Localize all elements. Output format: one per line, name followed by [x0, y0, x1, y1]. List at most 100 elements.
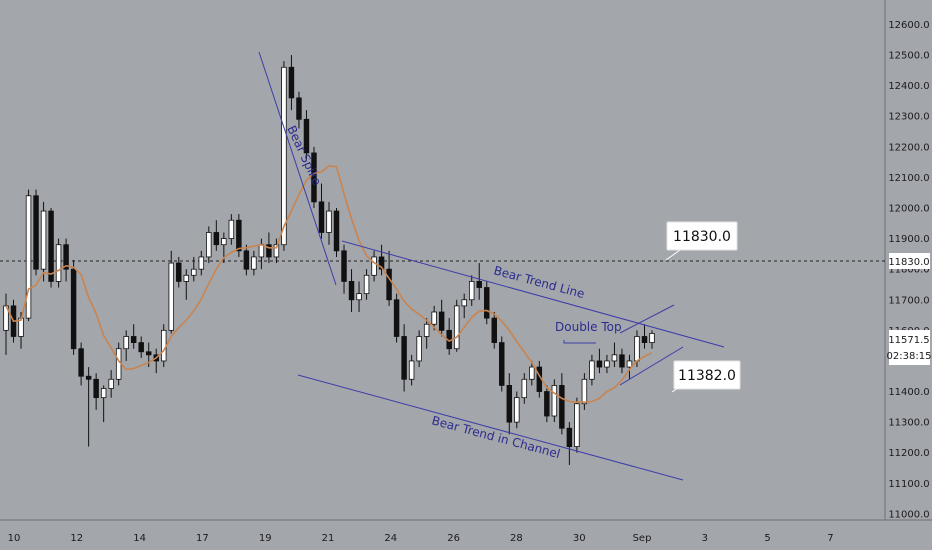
y-tick-label: 12300.0 — [888, 112, 929, 123]
x-tick-labels: 10 12 14 17 19 21 24 26 28 30 Sep 3 5 7 — [8, 533, 834, 544]
candle-body — [311, 152, 317, 203]
y-tick-label: 11700.0 — [888, 295, 929, 306]
bear-spike-line — [258, 51, 337, 286]
x-tick-label: 24 — [384, 533, 397, 544]
x-tick-label: 26 — [447, 533, 460, 544]
y-tick-label: 12000.0 — [888, 204, 929, 215]
candle-body — [499, 342, 505, 386]
channel-lower-line — [297, 374, 684, 481]
candle — [63, 238, 69, 282]
candle — [491, 312, 497, 349]
x-tick-label: 30 — [573, 533, 586, 544]
x-tick-label: 12 — [70, 533, 83, 544]
candle-body — [476, 281, 482, 288]
candle — [401, 324, 407, 392]
x-tick-label: 21 — [322, 533, 335, 544]
candle-body — [85, 375, 92, 380]
x-tick-label: 19 — [259, 533, 272, 544]
price-axis[interactable] — [885, 0, 932, 550]
candle — [514, 391, 520, 429]
candle — [438, 299, 445, 337]
candle-body — [416, 336, 422, 362]
last-price-label: 11571.5 — [888, 335, 929, 346]
y-tick-label: 12500.0 — [888, 51, 929, 62]
x-tick-label: 14 — [133, 533, 146, 544]
candle — [341, 244, 347, 294]
candle — [566, 422, 573, 465]
candle — [213, 220, 220, 251]
candle-body — [401, 336, 407, 380]
candle — [611, 342, 618, 368]
callout-box-1[interactable]: 11830.0 — [666, 221, 738, 251]
candle — [93, 373, 99, 410]
candle — [228, 214, 235, 245]
candle — [3, 293, 9, 355]
candle-body — [634, 336, 640, 362]
candle-body — [183, 274, 190, 282]
candle-body — [604, 360, 610, 368]
candle — [499, 336, 505, 392]
plot-area — [0, 0, 885, 520]
candle-body — [611, 354, 618, 362]
candle-body — [453, 305, 460, 350]
x-tick-label: 17 — [196, 533, 209, 544]
candle-body — [123, 336, 129, 350]
candle — [281, 61, 287, 251]
candle — [574, 397, 580, 453]
candle-body — [48, 210, 54, 282]
x-tick-label: Sep — [633, 533, 652, 544]
candle-body — [78, 348, 84, 377]
candle-body — [468, 281, 475, 301]
candle-body — [281, 66, 287, 246]
candle-body — [176, 262, 182, 282]
candle — [191, 256, 197, 282]
candle — [416, 330, 422, 368]
candle-body — [221, 238, 227, 246]
candle — [604, 354, 610, 374]
candle-body — [40, 210, 47, 270]
candle-body — [649, 333, 655, 343]
candle — [596, 348, 603, 374]
candle — [521, 373, 528, 404]
candle-body — [371, 256, 377, 276]
callout-box-2[interactable]: 11382.0 — [673, 360, 741, 390]
candle — [130, 324, 137, 349]
candle-body — [161, 329, 167, 362]
candle — [378, 244, 385, 276]
line-price-tag: 11830.0 — [888, 253, 930, 269]
candle-body — [521, 378, 528, 399]
candle — [453, 299, 460, 352]
candle — [506, 373, 513, 435]
candle — [619, 348, 625, 374]
candle-body — [288, 66, 295, 99]
candle-body — [514, 397, 520, 423]
candle — [408, 354, 415, 386]
candle-body — [438, 311, 445, 331]
candle-body — [589, 360, 595, 380]
candle-body — [348, 281, 355, 301]
candle — [138, 336, 144, 358]
candle-body — [461, 299, 467, 307]
candle — [183, 269, 190, 300]
candle-body — [393, 299, 400, 337]
candle-body — [243, 250, 250, 270]
candle-body — [138, 342, 144, 353]
candle-body — [408, 360, 415, 380]
candle — [318, 183, 325, 239]
candle — [371, 250, 377, 282]
candle-body — [378, 256, 385, 270]
candle-body — [191, 268, 197, 276]
candle-body — [491, 317, 497, 343]
candle-body — [55, 244, 62, 282]
candle — [85, 367, 92, 447]
candle-body — [423, 323, 430, 337]
candle — [40, 201, 47, 282]
candle-body — [529, 366, 535, 380]
candle — [288, 55, 295, 111]
candle — [168, 250, 174, 334]
candle — [626, 354, 633, 380]
candle-body — [566, 427, 573, 447]
candle-body — [641, 336, 648, 343]
candle — [78, 342, 84, 386]
